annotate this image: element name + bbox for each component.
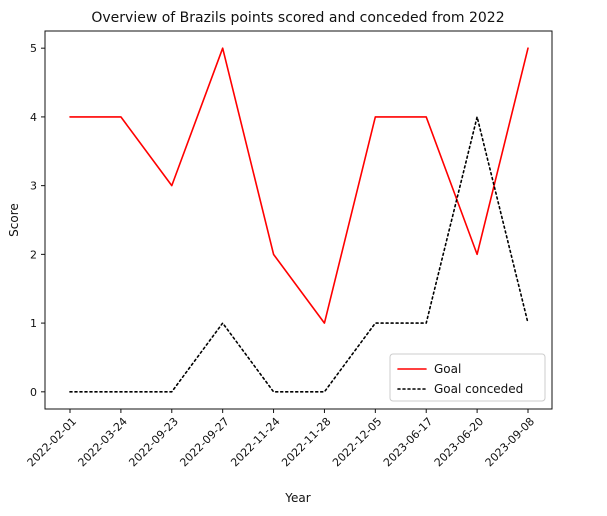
y-tick-label: 5 [30,42,37,55]
y-tick-label: 4 [30,111,37,124]
legend-label-goal-conceded: Goal conceded [434,382,523,396]
x-tick-label: 2022-11-24 [228,415,282,469]
series-goal-conceded-line [69,116,529,393]
x-tick-label: 2022-12-05 [330,415,384,469]
x-tick-label: 2023-09-08 [483,415,537,469]
legend-box [389,353,546,402]
x-tick-label: 2022-09-23 [126,415,180,469]
x-tick-label: 2022-11-28 [279,415,333,469]
x-axis-ticks: 2022-02-012022-03-242022-09-232022-09-27… [25,409,537,469]
series-layer [69,47,529,393]
plot-background [45,31,552,409]
x-axis-label: Year [284,491,310,505]
y-tick-label: 0 [30,386,37,399]
chart-title: Overview of Brazils points scored and co… [91,10,504,26]
legend-label-goal: Goal [434,362,461,376]
x-tick-label: 2022-03-24 [76,415,130,469]
plot-frame [44,30,553,410]
y-tick-label: 2 [30,248,37,261]
y-axis-label: Score [7,203,21,237]
y-axis-ticks: 0 1 2 3 4 5 [30,42,45,399]
legend: Goal Goal conceded [389,353,546,402]
series-goal-line [69,47,529,324]
y-tick-label: 3 [30,180,37,193]
x-tick-label: 2023-06-20 [432,415,486,469]
x-tick-label: 2022-02-01 [25,415,79,469]
x-tick-label: 2023-06-17 [381,415,435,469]
y-tick-label: 1 [30,317,37,330]
x-tick-label: 2022-09-27 [177,415,231,469]
